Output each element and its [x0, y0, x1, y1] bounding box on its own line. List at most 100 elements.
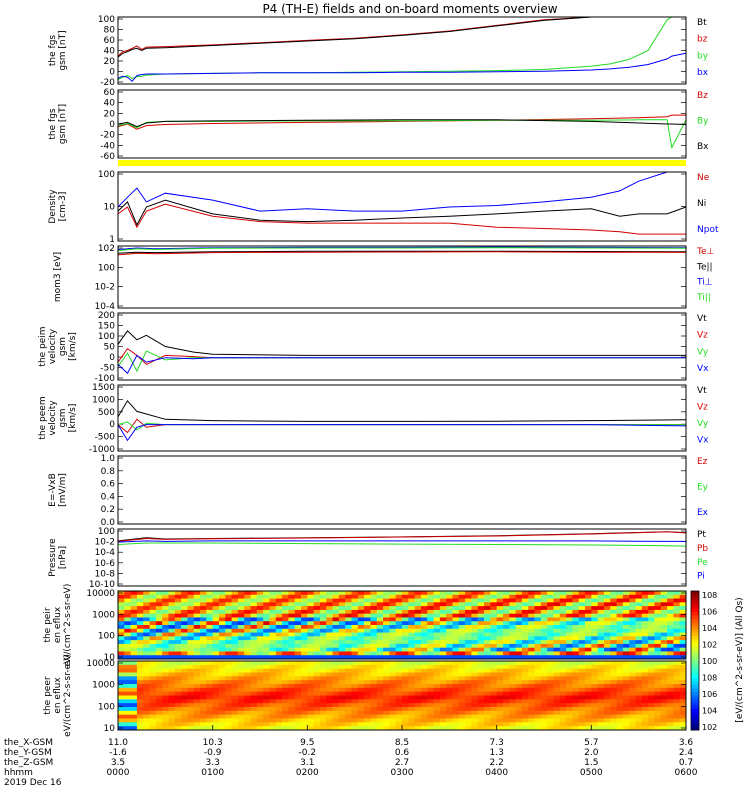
spectrogram-cell	[439, 647, 447, 652]
spectrogram-cell	[244, 613, 251, 618]
spectrogram-cell	[471, 598, 479, 603]
y-tick-label: 10000	[86, 659, 115, 669]
spectrogram-cell	[553, 609, 561, 615]
spectrogram-cell	[679, 707, 687, 712]
spectrogram-cell	[635, 684, 643, 689]
spectrogram-cell	[521, 636, 529, 641]
spectrogram-cell	[635, 707, 643, 712]
spectrogram-cell	[118, 718, 125, 723]
spectrogram-cell	[181, 594, 188, 599]
spectrogram-cell	[231, 676, 239, 681]
spectrogram-cell	[389, 606, 397, 611]
spectrogram-cell	[288, 710, 296, 716]
spectrogram-cell	[629, 661, 636, 666]
spectrogram-cell	[502, 643, 510, 649]
y-tick-label: 100	[98, 170, 115, 180]
spectrogram-cell	[143, 718, 150, 723]
spectrogram-cell	[187, 707, 195, 712]
spectrogram-cell	[263, 613, 270, 618]
spectrogram-cell	[610, 594, 617, 599]
spectrogram-cell	[679, 691, 687, 696]
spectrogram-cell	[351, 676, 359, 681]
spectrogram-cell	[282, 636, 289, 641]
spectrogram-cell	[572, 613, 580, 618]
spectrogram-cell	[452, 621, 460, 626]
spectrogram-cell	[641, 707, 649, 712]
spectrogram-cell	[357, 707, 365, 712]
spectrogram-cell	[402, 636, 409, 641]
spectrogram-cell	[414, 680, 422, 685]
spectrogram-cell	[376, 707, 384, 712]
spectrogram-cell	[200, 726, 207, 731]
spectrogram-cell	[452, 718, 460, 723]
spectrogram-cell	[540, 598, 548, 603]
spectrogram-cell	[319, 703, 327, 708]
spectrogram-cell	[332, 714, 340, 719]
spectrogram-cell	[345, 632, 352, 637]
spectrogram-cell	[376, 617, 384, 622]
spectrogram-cell	[237, 632, 245, 637]
spectrogram-cell	[635, 676, 643, 681]
spectrogram-cell	[326, 602, 333, 607]
spectrogram-cell	[206, 726, 214, 731]
spectrogram-cell	[679, 710, 687, 716]
spectrogram-cell	[654, 609, 662, 615]
spectrogram-cell	[402, 606, 409, 611]
spectrogram-cell	[351, 680, 359, 685]
series-Vt	[117, 399, 687, 422]
y-tick-label: 60	[104, 88, 116, 98]
spectrogram-cell	[585, 722, 592, 727]
spectrogram-cell	[200, 636, 207, 641]
spectrogram-cell	[490, 651, 498, 656]
spectrogram-cell	[282, 710, 289, 716]
legend-Vz: Vz	[697, 402, 708, 412]
y-tick-label: 20	[104, 57, 116, 67]
spectrogram-cell	[231, 718, 239, 723]
y-tick-label: 100	[98, 702, 115, 712]
spectrogram-cell	[143, 594, 150, 599]
spectrogram-cell	[553, 664, 561, 670]
spectrogram-cell	[635, 621, 643, 626]
spectrogram-cell	[345, 664, 352, 670]
spectrogram-cell	[174, 676, 182, 681]
spectrogram-cell	[149, 594, 157, 599]
spectrogram-cell	[585, 609, 592, 615]
spectrogram-cell	[118, 668, 125, 673]
spectrogram-cell	[244, 718, 251, 723]
spectrogram-cell	[490, 726, 498, 731]
spectrogram-cell	[402, 664, 409, 670]
spectrogram-cell	[383, 726, 390, 731]
spectrogram-cell	[193, 687, 201, 693]
spectrogram-cell	[540, 594, 548, 599]
spectrogram-cell	[225, 655, 232, 660]
spectrogram-cell	[452, 617, 460, 622]
spectrogram-cell	[212, 695, 220, 700]
spectrogram-cell	[540, 676, 548, 681]
spectrogram-cell	[124, 632, 132, 637]
spectrogram-cell	[313, 703, 321, 708]
spectrogram-cell	[376, 687, 384, 693]
spectrogram-cell	[540, 651, 548, 656]
spectrogram-cell	[502, 598, 510, 603]
spectrogram-cell	[357, 676, 365, 681]
spectrogram-cell	[206, 661, 214, 666]
spectrogram-cell	[515, 598, 523, 603]
spectrogram-cell	[547, 621, 554, 626]
spectrogram-cell	[559, 699, 567, 704]
spectrogram-cell	[477, 640, 485, 645]
spectrogram-cell	[143, 699, 150, 704]
spectrogram-cell	[603, 699, 611, 704]
spectrogram-cell	[181, 684, 188, 689]
y-tick-label: 102	[98, 244, 115, 254]
spectrogram-cell	[509, 647, 516, 652]
spectrogram-cell	[660, 680, 668, 685]
spectrogram-cell	[124, 598, 132, 603]
spectrogram-cell	[288, 668, 296, 673]
spectrogram-cell	[181, 621, 188, 626]
spectrogram-cell	[414, 632, 422, 637]
spectrogram-cell	[402, 594, 409, 599]
spectrogram-cell	[237, 661, 245, 666]
spectrogram-cell	[282, 703, 289, 708]
spectrogram-cell	[610, 640, 617, 645]
footer-value: 2.4	[679, 748, 694, 758]
